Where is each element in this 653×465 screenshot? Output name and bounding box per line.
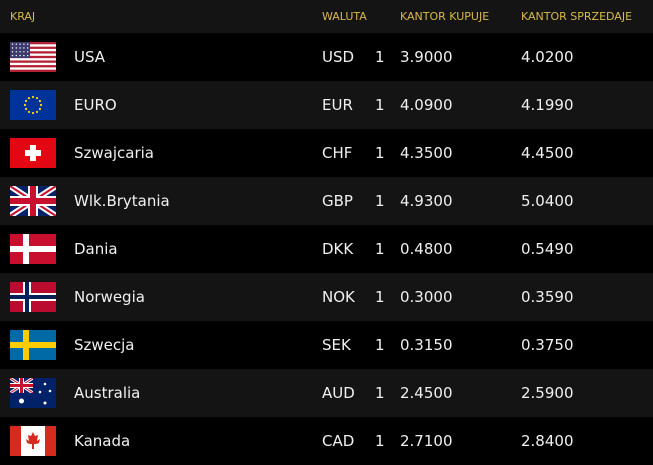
currency-code: AUD [322, 384, 355, 402]
flag [10, 186, 56, 216]
currency-row: Norwegia NOK 1 0.3000 0.3590 [0, 273, 653, 321]
sell-rate: 5.0400 [521, 192, 574, 210]
flag [10, 90, 56, 120]
country: Kanada [74, 432, 131, 450]
unit: 1 [375, 144, 385, 162]
currency-row: Wlk.Brytania GBP 1 4.9300 5.0400 [0, 177, 653, 225]
unit: 1 [375, 288, 385, 306]
flag [10, 234, 56, 264]
currency-row: Szwecja SEK 1 0.3150 0.3750 [0, 321, 653, 369]
currency-row: Kanada CAD 1 2.7100 2.8400 [0, 417, 653, 465]
buy-rate: 3.9000 [400, 48, 453, 66]
country: USA [74, 48, 106, 66]
header-cell: KANTOR SPRZEDAJE [521, 10, 633, 23]
unit: 1 [375, 336, 385, 354]
currency-code: CHF [322, 144, 353, 162]
flag [10, 426, 56, 456]
buy-rate: 0.3150 [400, 336, 453, 354]
unit: 1 [375, 384, 385, 402]
currency-code: CAD [322, 432, 355, 450]
header-cell: WALUTA [322, 10, 367, 23]
currency-code: USD [322, 48, 355, 66]
currency-row: USA USD 1 3.9000 4.0200 [0, 33, 653, 81]
flag [10, 330, 56, 360]
currency-row: Dania DKK 1 0.4800 0.5490 [0, 225, 653, 273]
unit: 1 [375, 96, 385, 114]
buy-rate: 2.4500 [400, 384, 453, 402]
unit: 1 [375, 48, 385, 66]
currency-row: Szwajcaria CHF 1 4.3500 4.4500 [0, 129, 653, 177]
currency-code: EUR [322, 96, 353, 114]
buy-rate: 4.9300 [400, 192, 453, 210]
sell-rate: 2.5900 [521, 384, 574, 402]
country: EURO [74, 96, 117, 114]
header-row: KRAJ WALUTA KANTOR KUPUJE KANTOR SPRZEDA… [0, 0, 653, 33]
sell-rate: 4.4500 [521, 144, 574, 162]
buy-rate: 4.0900 [400, 96, 453, 114]
sell-rate: 4.0200 [521, 48, 574, 66]
country: Norwegia [74, 288, 145, 306]
currency-row: Australia AUD 1 2.4500 2.5900 [0, 369, 653, 417]
sell-rate: 0.5490 [521, 240, 574, 258]
country: Szwecja [74, 336, 135, 354]
header-cell: KRAJ [10, 10, 36, 23]
unit: 1 [375, 432, 385, 450]
flag [10, 378, 56, 408]
buy-rate: 4.3500 [400, 144, 453, 162]
buy-rate: 0.4800 [400, 240, 453, 258]
buy-rate: 2.7100 [400, 432, 453, 450]
currency-code: SEK [322, 336, 351, 354]
unit: 1 [375, 240, 385, 258]
currency-code: GBP [322, 192, 353, 210]
sell-rate: 2.8400 [521, 432, 574, 450]
currency-code: NOK [322, 288, 355, 306]
currency-code: DKK [322, 240, 354, 258]
country: Wlk.Brytania [74, 192, 170, 210]
buy-rate: 0.3000 [400, 288, 453, 306]
country: Szwajcaria [74, 144, 154, 162]
currency-row: EURO EUR 1 4.0900 4.1990 [0, 81, 653, 129]
flag [10, 42, 56, 72]
header-cell: KANTOR KUPUJE [400, 10, 490, 23]
sell-rate: 0.3750 [521, 336, 574, 354]
sell-rate: 4.1990 [521, 96, 574, 114]
unit: 1 [375, 192, 385, 210]
sell-rate: 0.3590 [521, 288, 574, 306]
country: Dania [74, 240, 118, 258]
country: Australia [74, 384, 141, 402]
flag [10, 282, 56, 312]
flag [10, 138, 56, 168]
